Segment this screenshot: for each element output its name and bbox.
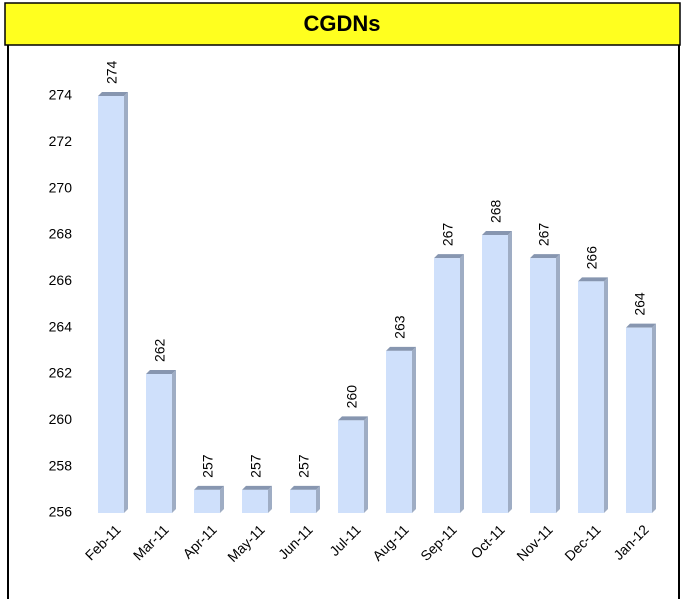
bar-side <box>556 254 560 513</box>
bar <box>434 258 460 513</box>
y-tick-label: 270 <box>49 179 73 195</box>
title-bar <box>4 2 681 46</box>
value-label: 266 <box>584 246 600 270</box>
bar-top <box>290 485 320 490</box>
bar-top <box>242 485 272 490</box>
bar-side <box>364 416 368 513</box>
y-tick-label: 260 <box>49 411 73 427</box>
bar <box>146 374 172 513</box>
bar <box>386 350 412 513</box>
y-tick-label: 274 <box>49 87 73 103</box>
bar-side <box>268 485 272 513</box>
plot: 274 262 257 257 257 260 263 267 268 267 266 264 <box>98 60 656 513</box>
bar <box>530 258 556 513</box>
value-label: 267 <box>536 223 552 247</box>
value-label: 260 <box>344 385 360 409</box>
bar-top <box>530 254 560 259</box>
bar-side <box>508 231 512 513</box>
bar-top <box>98 92 128 97</box>
bar-side <box>124 92 128 513</box>
bar-side <box>220 485 224 513</box>
x-tick-label: Aug-11 <box>369 521 412 564</box>
bar-side <box>460 254 464 513</box>
bar-top <box>146 370 176 375</box>
bar-top <box>578 277 608 282</box>
value-label: 257 <box>248 454 264 478</box>
chart-title: CGDNs <box>303 11 380 36</box>
y-tick-label: 268 <box>49 226 73 242</box>
value-label: 264 <box>632 292 648 316</box>
x-tick-label: Nov-11 <box>513 521 556 564</box>
value-label: 257 <box>200 454 216 478</box>
bar-top <box>482 231 512 236</box>
x-tick-label: Jul-11 <box>326 521 364 559</box>
y-tick-label: 272 <box>49 133 73 149</box>
bar <box>98 96 124 513</box>
y-tick-label: 264 <box>49 318 73 334</box>
bar-side <box>604 277 608 513</box>
value-label: 262 <box>152 338 168 362</box>
bar-top <box>194 485 224 490</box>
x-tick-label: Mar-11 <box>130 521 172 563</box>
bar <box>242 489 268 513</box>
bar <box>578 281 604 513</box>
x-tick-label: Feb-11 <box>82 521 124 563</box>
value-label: 274 <box>104 60 120 84</box>
bar-top <box>434 254 464 259</box>
bar-side <box>652 323 656 513</box>
y-tick-label: 256 <box>49 504 73 520</box>
y-tick-label: 262 <box>49 365 73 381</box>
x-tick-label: Jan-12 <box>610 521 652 563</box>
bar-side <box>172 370 176 513</box>
bar-top <box>386 346 416 351</box>
value-label: 263 <box>392 315 408 339</box>
bar <box>194 489 220 513</box>
bar-side <box>316 485 320 513</box>
bar <box>290 489 316 513</box>
bar-top <box>626 323 656 328</box>
x-tick-label: May-11 <box>224 521 268 565</box>
bar <box>338 420 364 513</box>
value-label: 257 <box>296 454 312 478</box>
x-tick-label: Jun-11 <box>275 521 316 562</box>
x-tick-label: Dec-11 <box>561 521 604 564</box>
x-tick-label: Oct-11 <box>467 521 507 561</box>
bar-top <box>338 416 368 421</box>
value-label: 268 <box>488 199 504 223</box>
y-tick-label: 258 <box>49 457 73 473</box>
x-tick-label: Sep-11 <box>417 521 460 564</box>
x-tick-label: Apr-11 <box>179 521 219 561</box>
value-label: 267 <box>440 223 456 247</box>
y-tick-label: 266 <box>49 272 73 288</box>
bar <box>626 327 652 513</box>
bar-side <box>412 346 416 513</box>
bar <box>482 235 508 513</box>
